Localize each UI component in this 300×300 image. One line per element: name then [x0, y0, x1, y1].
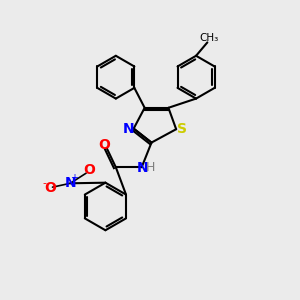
- Text: CH₃: CH₃: [199, 33, 218, 43]
- Text: H: H: [145, 161, 155, 174]
- Text: O: O: [99, 138, 110, 152]
- Text: N: N: [64, 176, 76, 190]
- Text: O: O: [44, 181, 56, 195]
- Text: -: -: [43, 178, 47, 188]
- Text: O: O: [83, 163, 95, 177]
- Text: S: S: [176, 122, 187, 136]
- Text: +: +: [70, 173, 78, 183]
- Text: N: N: [136, 161, 148, 175]
- Text: N: N: [122, 122, 134, 136]
